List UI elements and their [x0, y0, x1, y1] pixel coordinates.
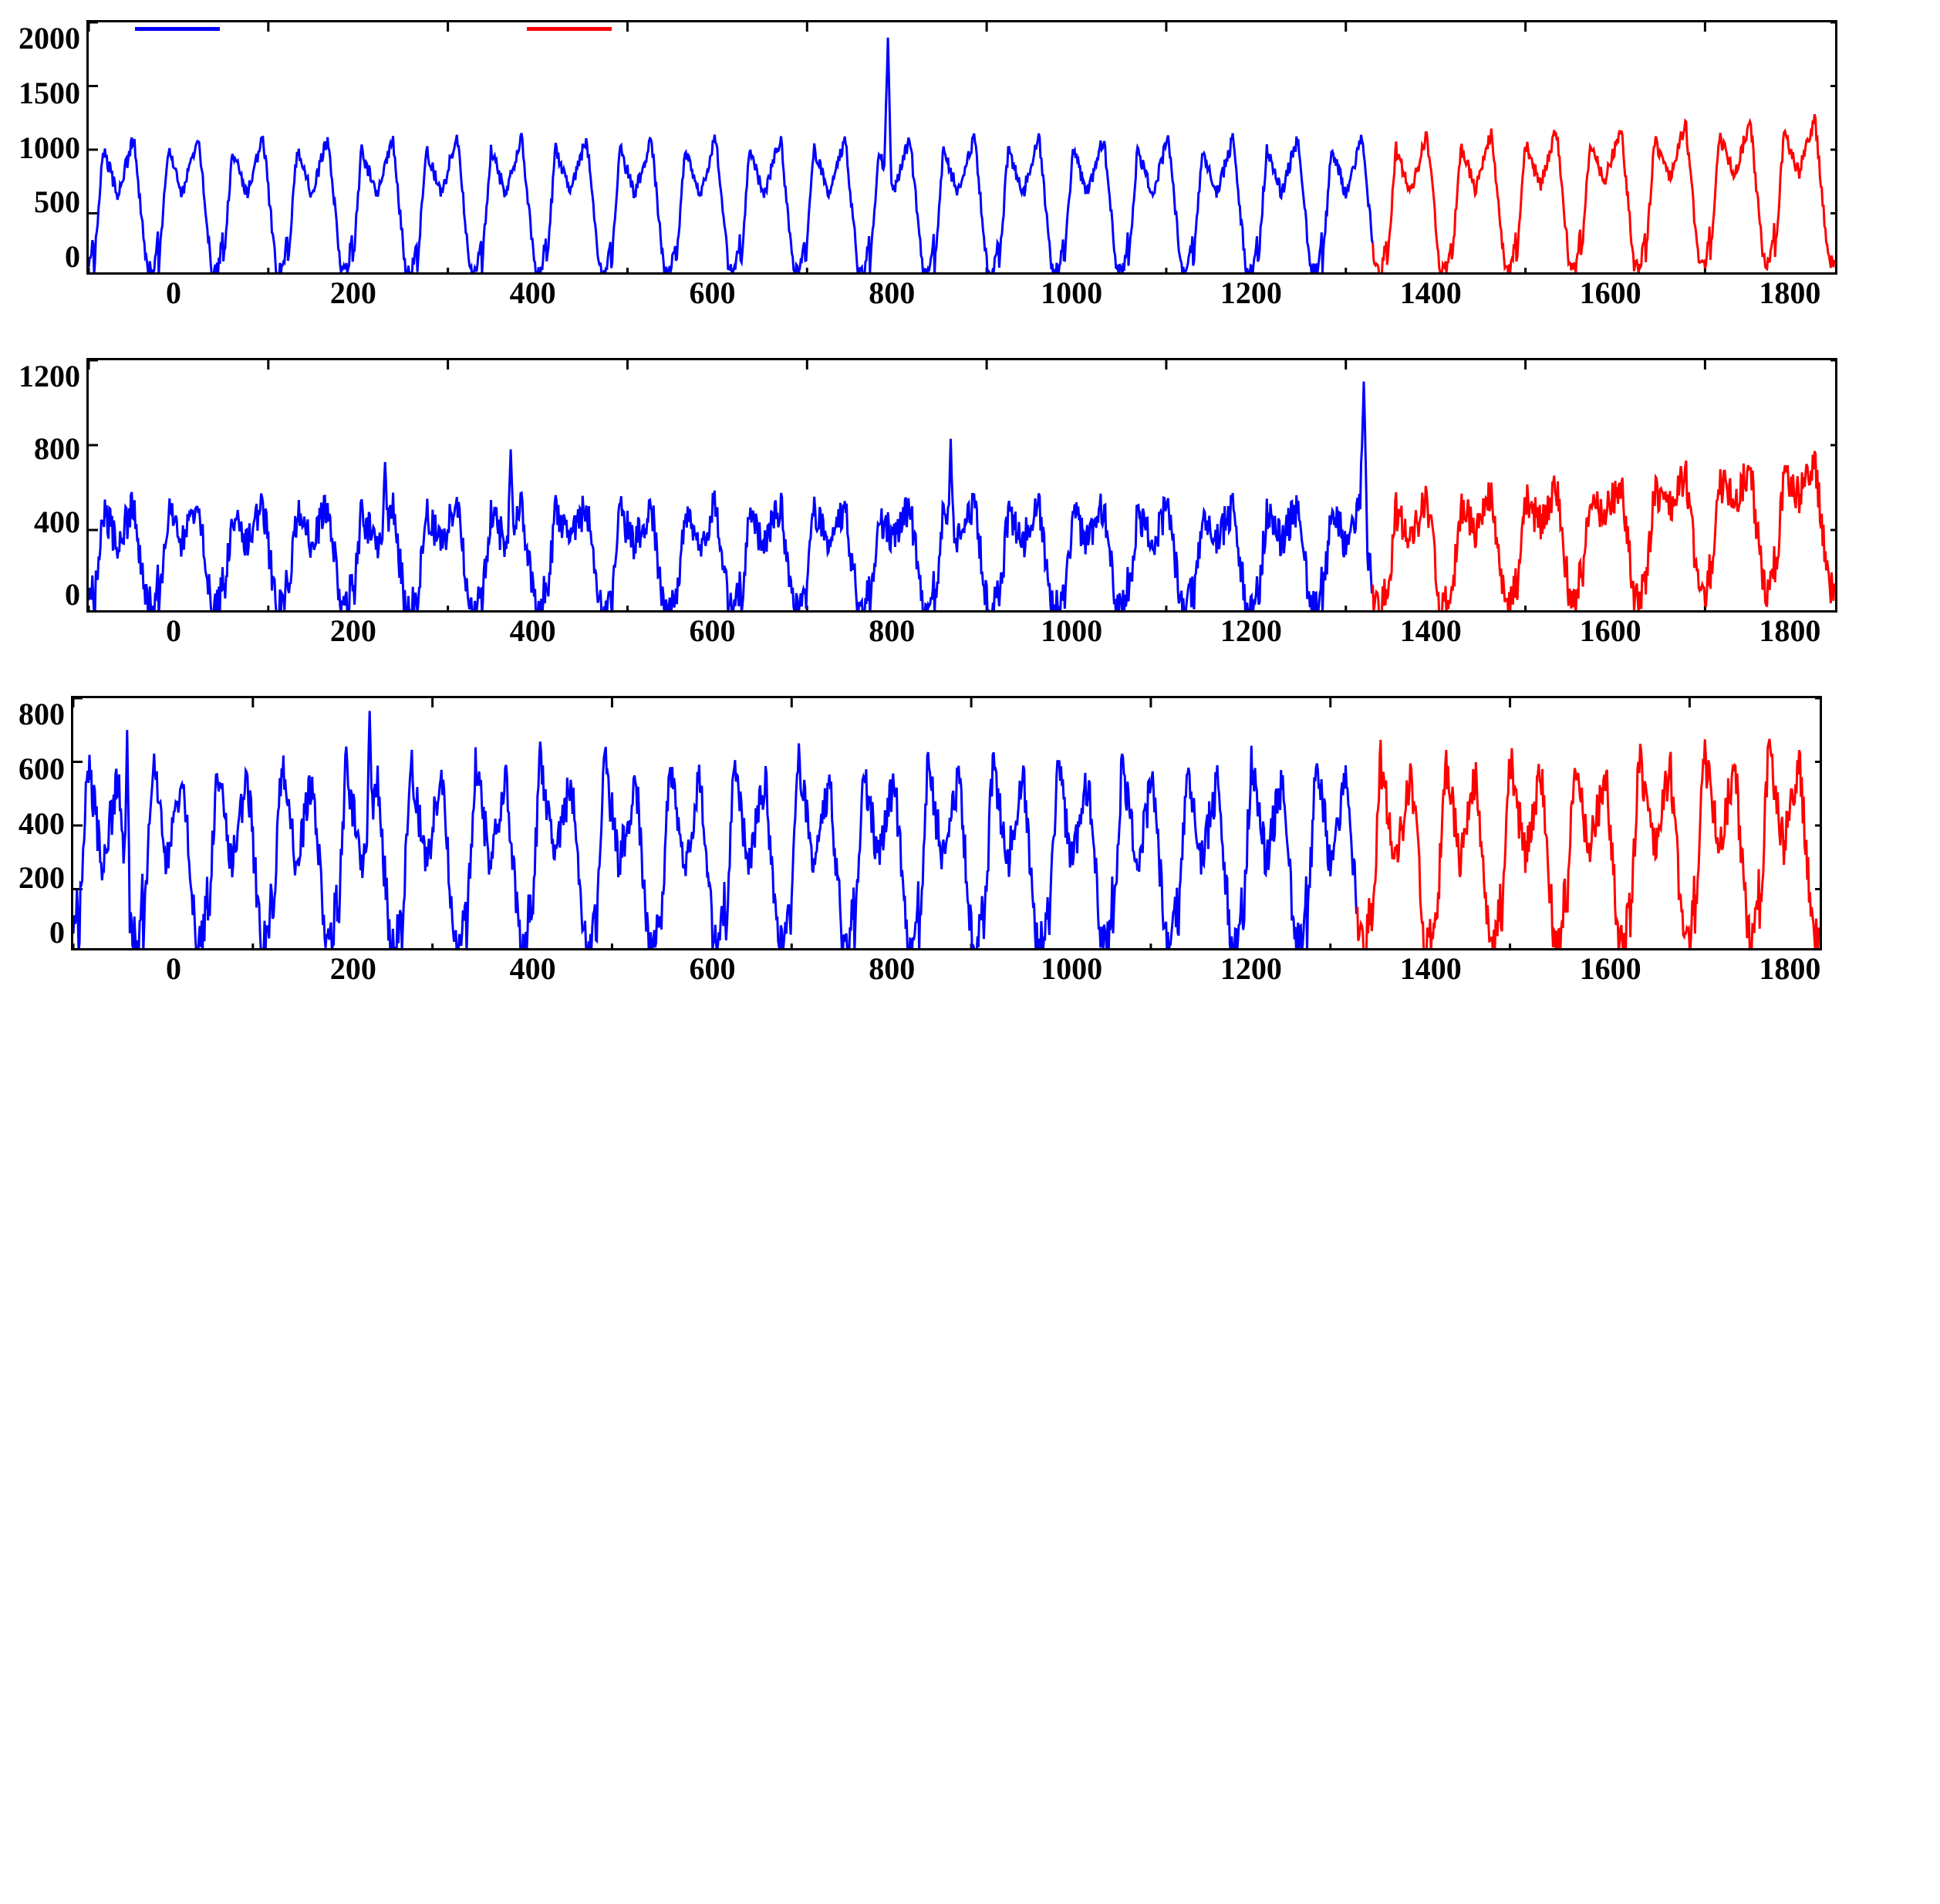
xtick-label: 1400: [1400, 950, 1462, 987]
panel-station2: 1200 800 400 0 0 200 400 600 800 1000 1200 1400 1600…: [15, 358, 1925, 650]
ytick-label: 500: [19, 184, 80, 220]
plot-area: [86, 20, 1837, 275]
series-train: [73, 711, 1358, 951]
xtick-label: 1200: [1220, 613, 1282, 649]
xtick-label: 1800: [1759, 613, 1820, 649]
xtick-label: 0: [166, 613, 181, 649]
xtick-label: 200: [330, 613, 376, 649]
ytick-label: 200: [19, 859, 65, 896]
xtick-label: 1600: [1580, 613, 1641, 649]
xticks: 020040060080010001200140016001800: [174, 613, 1925, 650]
series-test: [1373, 451, 1834, 613]
xtick-label: 400: [510, 950, 556, 987]
xtick-label: 1600: [1580, 950, 1641, 987]
xtick-label: 1000: [1041, 613, 1102, 649]
ytick-label: 400: [19, 805, 65, 842]
ytick-label: 600: [19, 751, 65, 787]
ytick-label: 1000: [19, 130, 80, 166]
xtick-label: 400: [510, 613, 556, 649]
xtick-label: 600: [689, 950, 735, 987]
xtick-label: 1000: [1041, 950, 1102, 987]
xtick-label: 1800: [1759, 950, 1820, 987]
xtick-label: 0: [166, 950, 181, 987]
yticks: 1200 800 400 0: [19, 358, 86, 613]
ytick-label: 0: [19, 914, 65, 950]
xtick-label: 600: [689, 275, 735, 311]
xticks: 020040060080010001200140016001800: [174, 950, 1925, 987]
chart-svg: [73, 698, 1822, 950]
ytick-label: 0: [19, 576, 80, 613]
xtick-label: 800: [869, 613, 915, 649]
legend: [135, 27, 626, 31]
chart-svg: [89, 360, 1837, 613]
series-test: [1358, 739, 1819, 950]
ytick-label: 800: [19, 430, 80, 467]
xticks: 020040060080010001200140016001800: [174, 275, 1925, 312]
panel-station1: 2000 1500 1000 500 0 0 200 400 600 800 1000 1200 140…: [15, 20, 1925, 312]
ytick-label: 2000: [19, 20, 80, 56]
xtick-label: 200: [330, 275, 376, 311]
ytick-label: 400: [19, 504, 80, 540]
xtick-label: 400: [510, 275, 556, 311]
yticks: 800 600 400 200 0: [19, 696, 71, 950]
series-train: [89, 382, 1373, 613]
xtick-label: 200: [330, 950, 376, 987]
chart-svg: [89, 22, 1837, 275]
xtick-label: 0: [166, 275, 181, 311]
xtick-label: 1600: [1580, 275, 1641, 311]
series-train: [89, 38, 1373, 275]
ytick-label: 800: [19, 696, 65, 732]
plot-area: [86, 358, 1837, 613]
xtick-label: 1400: [1400, 275, 1462, 311]
xtick-label: 600: [689, 613, 735, 649]
xtick-label: 800: [869, 275, 915, 311]
legend-item-test: [527, 27, 626, 31]
xtick-label: 1200: [1220, 275, 1282, 311]
plot-area: [71, 696, 1822, 950]
xtick-label: 1400: [1400, 613, 1462, 649]
legend-item-train: [135, 27, 234, 31]
ytick-label: 0: [19, 238, 80, 275]
legend-swatch-train: [135, 27, 220, 31]
panel-station3: 800 600 400 200 0 0 200 400 600 800 1000 1200 1400 16…: [15, 696, 1925, 987]
yticks: 2000 1500 1000 500 0: [19, 20, 86, 275]
series-test: [1373, 114, 1834, 275]
xtick-label: 1200: [1220, 950, 1282, 987]
xtick-label: 1800: [1759, 275, 1820, 311]
xtick-label: 1000: [1041, 275, 1102, 311]
ytick-label: 1500: [19, 75, 80, 111]
ytick-label: 1200: [19, 358, 80, 394]
xtick-label: 800: [869, 950, 915, 987]
legend-swatch-test: [527, 27, 612, 31]
